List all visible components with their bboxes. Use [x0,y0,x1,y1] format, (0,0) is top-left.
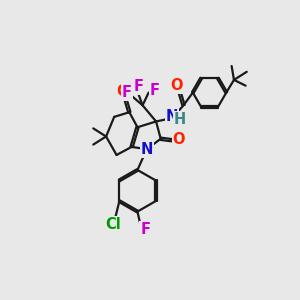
Text: F: F [140,222,150,237]
Text: O: O [170,78,183,93]
Text: O: O [172,132,185,147]
Text: N: N [166,109,178,124]
Text: N: N [141,142,153,158]
Text: Cl: Cl [105,217,121,232]
Text: F: F [134,79,143,94]
Text: F: F [122,85,132,100]
Text: H: H [174,112,186,127]
Text: O: O [116,84,129,99]
Text: F: F [149,83,159,98]
